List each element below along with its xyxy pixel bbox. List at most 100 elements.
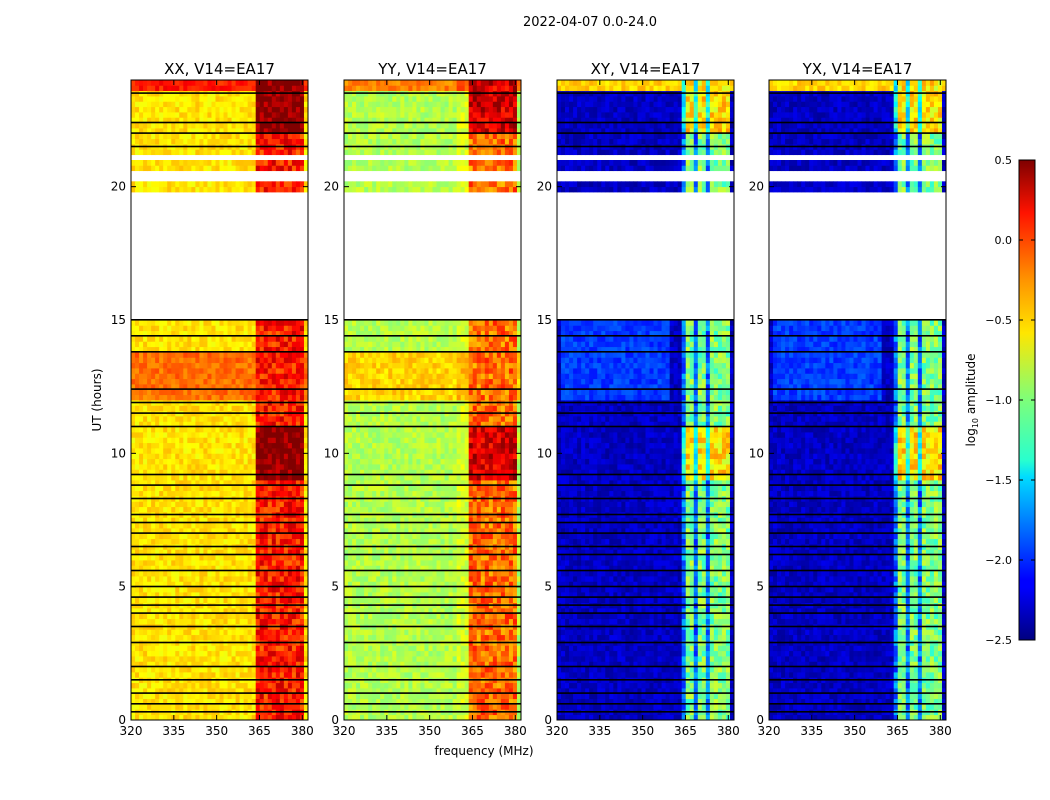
heatmap-cell <box>476 645 482 652</box>
heatmap-cell <box>159 528 164 534</box>
heatmap-cell <box>344 666 349 673</box>
heatmap-cell <box>187 554 192 561</box>
heatmap-cell <box>143 517 148 524</box>
heatmap-cell <box>151 714 156 721</box>
heatmap-cell <box>255 693 261 700</box>
heatmap-cell <box>163 453 168 460</box>
heatmap-cell <box>243 688 249 694</box>
heatmap-cell <box>167 346 172 353</box>
heatmap-cell <box>175 437 180 444</box>
heatmap-cell <box>287 517 293 524</box>
heatmap-cell <box>155 186 160 193</box>
heatmap-cell <box>203 592 208 598</box>
heatmap-cell <box>171 560 176 566</box>
heatmap-cell <box>171 330 176 337</box>
heatmap-cell <box>155 506 160 513</box>
heatmap-cell <box>396 682 401 689</box>
heatmap-cell <box>151 549 156 556</box>
heatmap-cell <box>275 645 281 652</box>
heatmap-cell <box>472 704 478 710</box>
heatmap-cell <box>203 656 208 662</box>
heatmap-cell <box>155 469 160 476</box>
heatmap-cell <box>303 474 309 481</box>
heatmap-cell <box>167 426 172 433</box>
heatmap-cell <box>151 554 156 561</box>
heatmap-cell <box>283 608 289 614</box>
heatmap-cell <box>279 437 285 444</box>
heatmap-cell <box>175 634 180 641</box>
heatmap-cell <box>131 106 136 113</box>
heatmap-cell <box>263 96 269 102</box>
heatmap-cell <box>263 688 269 694</box>
heatmap-cell <box>235 682 241 689</box>
heatmap-cell <box>183 672 188 678</box>
heatmap-cell <box>235 165 241 172</box>
heatmap-cell <box>131 565 136 572</box>
heatmap-cell <box>404 645 409 652</box>
heatmap-cell <box>187 634 192 641</box>
heatmap-cell <box>171 368 176 374</box>
heatmap-cell <box>231 346 236 353</box>
heatmap-cell <box>448 693 454 700</box>
heatmap-cell <box>263 357 269 364</box>
heatmap-cell <box>259 336 265 342</box>
heatmap-cell <box>259 714 265 721</box>
heatmap-cell <box>195 517 200 524</box>
heatmap-cell <box>143 80 148 86</box>
heatmap-cell <box>444 714 449 721</box>
heatmap-cell <box>151 608 156 614</box>
heatmap-cell <box>159 661 164 668</box>
heatmap-cell <box>195 186 200 193</box>
heatmap-cell <box>231 597 236 604</box>
heatmap-cell <box>191 368 196 374</box>
heatmap-cell <box>203 474 208 481</box>
heatmap-cell <box>219 634 224 641</box>
heatmap-cell <box>195 688 200 694</box>
heatmap-cell <box>203 80 208 86</box>
heatmap-cell <box>187 122 192 129</box>
heatmap-cell <box>299 389 305 396</box>
heatmap-cell <box>368 656 373 662</box>
heatmap-cell <box>135 101 140 108</box>
heatmap-cell <box>175 469 180 476</box>
heatmap-cell <box>259 666 265 673</box>
heatmap-cell <box>235 389 241 396</box>
heatmap-cell <box>183 682 188 689</box>
heatmap-cell <box>464 645 470 652</box>
heatmap-cell <box>147 336 152 342</box>
heatmap-cell <box>239 128 245 134</box>
heatmap-cell <box>299 362 305 369</box>
heatmap-cell <box>392 629 397 636</box>
heatmap-cell <box>155 592 160 598</box>
heatmap-cell <box>147 432 152 438</box>
heatmap-cell <box>243 453 249 460</box>
heatmap-cell <box>219 426 224 433</box>
heatmap-cell <box>283 448 289 454</box>
heatmap-cell <box>247 442 253 449</box>
heatmap-cell <box>135 469 140 476</box>
heatmap-cell <box>131 320 136 326</box>
heatmap-cell <box>151 645 156 652</box>
heatmap-cell <box>259 80 265 86</box>
heatmap-cell <box>219 442 224 449</box>
heatmap-cell <box>147 85 152 92</box>
heatmap-cell <box>171 362 176 369</box>
heatmap-cell <box>424 714 429 721</box>
heatmap-cell <box>167 117 172 124</box>
heatmap-cell <box>139 320 144 326</box>
heatmap-cell <box>219 480 224 486</box>
heatmap-cell <box>179 101 184 108</box>
heatmap-cell <box>223 330 228 337</box>
heatmap-cell <box>295 149 301 156</box>
y-tick-label: 20 <box>111 180 126 194</box>
heatmap-cell <box>227 629 232 636</box>
heatmap-cell <box>183 661 188 668</box>
heatmap-cell <box>299 656 305 662</box>
heatmap-cell <box>211 538 216 545</box>
heatmap-cell <box>163 117 168 124</box>
heatmap-cell <box>175 554 180 561</box>
heatmap-cell <box>251 149 257 156</box>
heatmap-cell <box>255 96 261 102</box>
heatmap-cell <box>279 560 285 566</box>
heatmap-cell <box>183 416 188 422</box>
